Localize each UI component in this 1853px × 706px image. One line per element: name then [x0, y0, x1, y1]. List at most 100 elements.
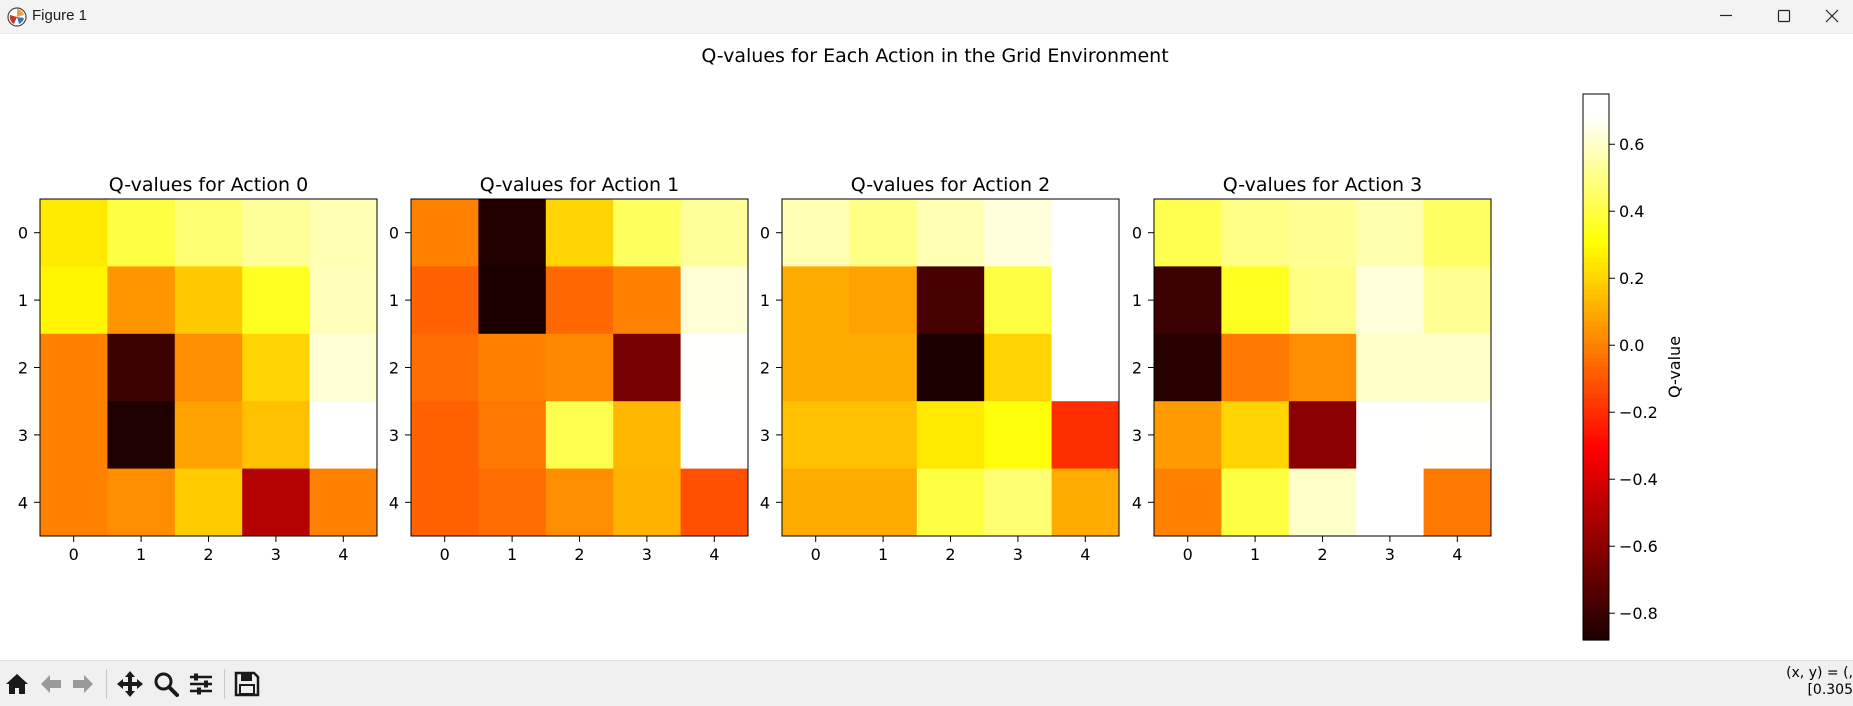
colorbar-segment: [1583, 544, 1609, 550]
heatmap-cell: [478, 266, 547, 335]
home-icon: [6, 674, 28, 694]
y-tick-label: 4: [760, 493, 770, 512]
colorbar-segment: [1583, 480, 1609, 486]
minimize-button[interactable]: [1697, 0, 1755, 32]
colorbar-segment: [1583, 380, 1609, 386]
subplot-title: Q-values for Action 0: [109, 174, 308, 196]
subplot-title: Q-values for Action 1: [480, 174, 679, 196]
heatmap-cell: [782, 199, 850, 267]
colorbar-segment: [1583, 107, 1609, 113]
colorbar-segment: [1583, 435, 1609, 441]
subplots: Q-values for Action 00 1 2 3 401234Q-values …: [18, 174, 1492, 564]
colorbar-segment: [1583, 594, 1609, 600]
y-tick-label: 2: [18, 359, 28, 378]
y-tick-label: 3: [18, 426, 28, 445]
colorbar-segment: [1583, 389, 1609, 395]
colorbar-segment: [1583, 262, 1609, 268]
colorbar-tick-label: −0.4: [1619, 470, 1658, 489]
heatmap-cell: [107, 401, 176, 470]
heatmap-cell: [478, 333, 547, 402]
colorbar-segment: [1583, 244, 1609, 250]
colorbar-segment: [1583, 444, 1609, 450]
sliders-icon: [190, 673, 212, 695]
colorbar-segment: [1583, 116, 1609, 122]
y-tick-label: 1: [389, 291, 399, 310]
colorbar-segment: [1583, 407, 1609, 414]
colorbar-segment: [1583, 489, 1609, 495]
colorbar-segment: [1583, 153, 1609, 159]
colorbar-segment: [1583, 512, 1609, 518]
heatmap-cell: [1356, 266, 1425, 335]
colorbar-segment: [1583, 467, 1609, 473]
colorbar-segment: [1583, 280, 1609, 286]
colorbar-segment: [1583, 426, 1609, 432]
colorbar-segment: [1583, 417, 1609, 423]
colorbar-tick-label: 0.2: [1619, 269, 1644, 288]
heatmap-cell: [40, 333, 108, 402]
heatmap-cell: [613, 333, 682, 402]
colorbar-segment: [1583, 485, 1609, 491]
colorbar-segment: [1583, 608, 1609, 614]
heatmap-cell: [411, 199, 479, 267]
heatmap-cell: [1356, 401, 1425, 470]
colorbar-segment: [1583, 385, 1609, 391]
window-title: Figure 1: [32, 7, 88, 24]
subplot-action-0: Q-values for Action 0 0 1 2 3 4 0 1 2 3 4: [18, 174, 378, 564]
colorbar-segment: [1583, 235, 1609, 241]
y-tick-label: 0: [760, 224, 770, 243]
colorbar-segment: [1583, 248, 1609, 254]
heatmap-cell: [613, 401, 682, 470]
heatmap-cell: [916, 266, 985, 335]
colorbar-segment: [1583, 203, 1609, 209]
forward-button[interactable]: [68, 669, 98, 699]
colorbar-tick-label: −0.6: [1619, 537, 1658, 556]
heatmap-cell: [1423, 199, 1492, 267]
heatmap-cell: [680, 333, 749, 402]
heatmap-cell: [545, 266, 614, 335]
colorbar-segment: [1583, 612, 1609, 618]
colorbar-segment: [1583, 139, 1609, 145]
colorbar-segment: [1583, 212, 1609, 218]
back-button[interactable]: [36, 669, 66, 699]
heatmap-cell: [984, 468, 1053, 537]
x-tick-label: 2: [574, 545, 584, 564]
colorbar-segment: [1583, 448, 1609, 455]
heatmap-cell: [411, 266, 479, 335]
heatmap-cell: [1154, 266, 1222, 335]
x-tick-label: 1: [1250, 545, 1260, 564]
colorbar-segment: [1583, 599, 1609, 605]
x-tick-label: 1: [136, 545, 146, 564]
heatmap-cell: [782, 266, 850, 335]
matplotlib-icon: [7, 7, 27, 27]
heatmap-cell: [984, 333, 1053, 402]
heatmap-cell: [916, 401, 985, 470]
configure-subplots-button[interactable]: [186, 669, 216, 699]
x-tick-label: 2: [1317, 545, 1327, 564]
pan-button[interactable]: [115, 669, 145, 699]
zoom-button[interactable]: [151, 669, 181, 699]
heatmap-cell: [1154, 401, 1222, 470]
heatmap-cell: [545, 401, 614, 470]
heatmap-cell: [1423, 266, 1492, 335]
heatmap-cell: [411, 468, 479, 537]
toolbar-separator: [224, 669, 225, 699]
colorbar-segment: [1583, 617, 1609, 623]
colorbar-segment: [1583, 394, 1609, 400]
heatmap-cell: [478, 199, 547, 267]
colorbar-segment: [1583, 398, 1609, 404]
colorbar-segment: [1583, 526, 1609, 532]
colorbar-segment: [1583, 412, 1609, 418]
save-button[interactable]: [232, 669, 262, 699]
heatmap-cell: [411, 401, 479, 470]
heatmap-cell: [1221, 333, 1290, 402]
maximize-button[interactable]: [1755, 0, 1813, 32]
close-button[interactable]: [1813, 0, 1853, 32]
colorbar-segment: [1583, 462, 1609, 468]
colorbar-segment: [1583, 257, 1609, 263]
home-button[interactable]: [2, 669, 32, 699]
colorbar-segment: [1583, 403, 1609, 409]
heatmap-cell: [1154, 333, 1222, 402]
heatmap-cell: [40, 199, 108, 267]
colorbar-segment: [1583, 321, 1609, 327]
heatmap-cell: [242, 266, 311, 335]
